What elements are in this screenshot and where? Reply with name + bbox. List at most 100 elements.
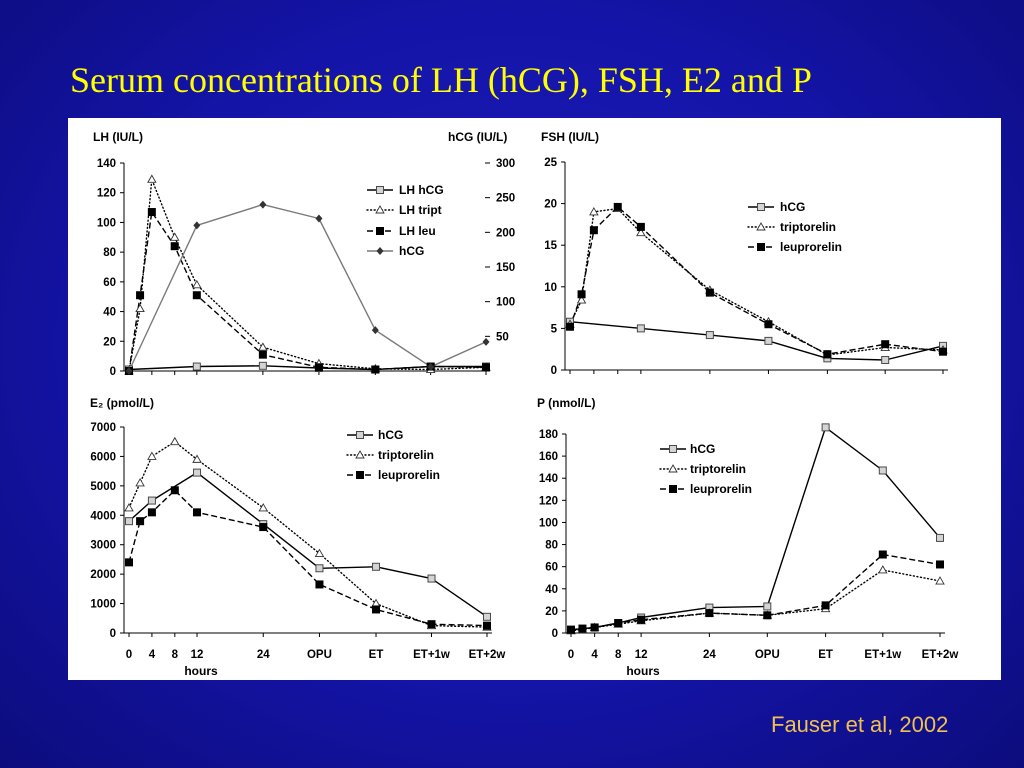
fsh-chart-legend: hCG triptorelin leuprorelin [747, 200, 842, 254]
p-chart-hcg-point [878, 466, 887, 475]
lh-chart-legend-item: hCG [367, 244, 424, 258]
lh-chart-y2tick-label: 200 [496, 227, 515, 239]
p-chart-triptorelin-line [570, 569, 941, 632]
fsh-chart-triptorelin-point [589, 207, 599, 216]
lh-chart-ytick-label: 20 [103, 336, 116, 348]
fsh-chart-legend-swatch-marker [757, 243, 765, 251]
p-chart-xtick-label: ET+2w [922, 649, 959, 661]
fsh-chart-ytick-label: 5 [551, 323, 558, 335]
e2-chart-legend-swatch-marker [356, 471, 364, 479]
fsh-chart-series [565, 202, 948, 365]
fsh-chart-legend-swatch-marker [757, 203, 765, 211]
p-chart-xtick-label: OPU [755, 649, 780, 661]
lh-chart-lh-leu-point [170, 242, 179, 251]
p-chart-xtick-label: 24 [703, 649, 716, 661]
lh-chart-legend-swatch-marker [376, 247, 384, 255]
figure-panel: 0 20 40 60 80 100 120 140 50 100 150 200 250 300 LH (I… [68, 118, 1001, 680]
p-chart-leuprorelin-point [936, 560, 944, 569]
e2-chart-legend-label: triptorelin [378, 448, 434, 462]
lh-chart-y2tick-label: 100 [496, 297, 515, 309]
e2-chart-xtick-label: ET [369, 649, 384, 661]
e2-chart-legend: hCG triptorelin leuprorelin [346, 428, 440, 482]
p-chart-leuprorelin-point [590, 623, 599, 632]
fsh-chart-hcg-point [636, 324, 645, 333]
e2-chart-triptorelin-point [147, 451, 157, 460]
fsh-chart-leuprorelin-point [577, 290, 586, 299]
lh-chart-hcg-point [427, 362, 435, 371]
p-chart-xtick-label: 8 [615, 649, 622, 661]
e2-chart-xtick-label: 8 [172, 649, 179, 661]
p-chart-ytick-label: 180 [539, 429, 558, 441]
p-chart-legend-item: hCG [660, 442, 715, 456]
fsh-chart-legend-label: hCG [780, 200, 805, 214]
lh-chart-y2tick-label: 50 [496, 331, 509, 343]
p-chart-legend-swatch-marker [669, 445, 677, 453]
lh-chart-hcg-point [193, 221, 201, 230]
fsh-chart-leuprorelin-point [939, 347, 947, 356]
fsh-chart-ytick-label: 0 [551, 365, 557, 377]
p-chart: 0 20 40 60 80 100 120 140 160 180 P (nmol/L) 0 4 8 12 2… [537, 396, 958, 678]
fsh-chart-ytick-label: 25 [544, 157, 557, 169]
lh-chart-hcg-point [125, 367, 133, 375]
p-chart-ytick-label: 0 [552, 628, 558, 640]
lh-chart-y2-axis-label: hCG (IU/L) [448, 130, 507, 144]
lh-chart-ytick-label: 60 [103, 277, 116, 289]
fsh-chart-legend-swatch-marker [756, 222, 766, 231]
p-chart-y-axis-label: P (nmol/L) [537, 396, 595, 410]
lh-chart-y-axis-label: LH (IU/L) [93, 130, 143, 144]
p-chart-ytick-label: 160 [539, 451, 558, 463]
p-chart-ytick-label: 60 [545, 562, 558, 574]
p-chart-ytick-label: 100 [539, 517, 558, 529]
lh-chart-series [124, 174, 491, 375]
e2-chart-leuprorelin-point [259, 523, 268, 532]
lh-chart-hcg-point [482, 337, 490, 346]
e2-chart-leuprorelin-point [170, 486, 179, 495]
e2-chart-triptorelin-point [170, 436, 180, 446]
fsh-chart-triptorelin-line [569, 207, 944, 356]
lh-chart-lh-leu-point [482, 363, 490, 372]
e2-chart-triptorelin-line [128, 441, 488, 628]
p-chart-legend-label: leuprorelin [690, 482, 752, 496]
lh-chart-legend-swatch-marker [375, 205, 385, 214]
lh-chart-lh-leu-point [371, 365, 380, 374]
e2-chart-legend-item: triptorelin [346, 448, 434, 462]
lh-chart-legend-swatch-marker [376, 186, 384, 194]
p-chart-leuprorelin-point [821, 601, 830, 610]
fsh-chart-legend-item: hCG [748, 200, 805, 214]
e2-chart-xtick-label: OPU [307, 649, 332, 661]
e2-chart-series [124, 436, 492, 631]
e2-chart-xtick-label: ET+1w [413, 649, 450, 661]
e2-chart-ytick-label: 0 [110, 628, 116, 640]
e2-chart-xtick-label: 0 [126, 649, 132, 661]
e2-chart-leuprorelin-point [427, 620, 436, 629]
lh-chart-ytick-label: 120 [97, 188, 116, 200]
lh-chart-ytick-label: 100 [97, 217, 116, 229]
e2-chart-triptorelin-point [314, 548, 325, 557]
lh-chart-hcg-point [259, 200, 267, 209]
fsh-chart-legend-item: triptorelin [747, 220, 836, 234]
lh-chart-hcg-point [371, 326, 379, 335]
p-chart-triptorelin-point [935, 576, 945, 585]
p-chart-leuprorelin-line [570, 553, 941, 631]
p-chart-leuprorelin-point [637, 615, 646, 624]
e2-chart-leuprorelin-point [372, 605, 381, 614]
fsh-chart-leuprorelin-point [636, 222, 645, 231]
e2-chart-leuprorelin-point [193, 508, 202, 517]
lh-chart-lh-leu-point [314, 363, 323, 372]
lh-chart-lh-tript-point [147, 174, 157, 183]
p-chart-xtick-label: ET+1w [864, 649, 901, 661]
p-chart-leuprorelin-point [567, 625, 575, 634]
p-chart-leuprorelin-point [578, 624, 587, 633]
e2-chart-ytick-label: 2000 [90, 569, 116, 581]
lh-chart-legend-label: LH tript [399, 203, 442, 217]
fsh-chart-leuprorelin-point [705, 288, 714, 297]
e2-chart-leuprorelin-point [315, 580, 324, 589]
e2-chart-leuprorelin-point [147, 508, 156, 517]
e2-chart-hcg-point [315, 564, 324, 573]
e2-chart-hcg-point [147, 496, 156, 505]
lh-chart-lh-leu-point [258, 350, 267, 359]
lh-chart-lh-tript-point [258, 342, 268, 351]
e2-chart-hcg-point [193, 468, 202, 477]
lh-chart-lh-leu-line [128, 211, 487, 372]
